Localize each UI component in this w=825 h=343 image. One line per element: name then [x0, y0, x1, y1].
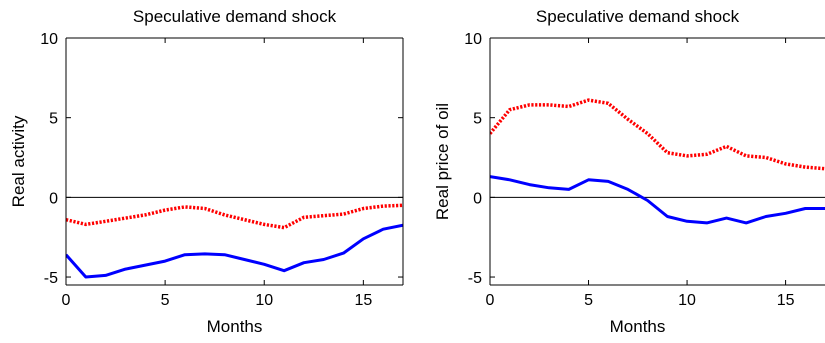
x-axis-label: Months — [610, 317, 666, 336]
x-tick-label: 0 — [62, 292, 71, 309]
dotted-series-line — [490, 98, 825, 171]
y-tick-label: -5 — [44, 270, 58, 287]
x-tick-label: 10 — [678, 292, 696, 309]
y-tick-label: 10 — [464, 31, 482, 48]
y-tick-label: 10 — [40, 31, 58, 48]
x-axis-label: Months — [207, 317, 263, 336]
x-tick-label: 15 — [777, 292, 795, 309]
x-tick-label: 15 — [354, 292, 372, 309]
chart-title: Speculative demand shock — [133, 7, 337, 26]
solid-series-line — [490, 175, 825, 225]
dotted-series-line — [66, 203, 403, 230]
solid-series-line — [66, 223, 403, 279]
y-tick-label: 5 — [473, 111, 482, 128]
x-tick-label: 0 — [486, 292, 495, 309]
y-tick-label: 0 — [49, 190, 58, 207]
x-tick-label: 10 — [255, 292, 273, 309]
x-tick-label: 5 — [161, 292, 170, 309]
x-tick-label: 5 — [584, 292, 593, 309]
y-tick-label: 5 — [49, 111, 58, 128]
y-tick-label: -5 — [468, 270, 482, 287]
y-axis-label: Real price of oil — [433, 103, 452, 220]
y-tick-label: 0 — [473, 190, 482, 207]
chart-title: Speculative demand shock — [536, 7, 740, 26]
y-axis-label: Real activity — [9, 115, 28, 207]
